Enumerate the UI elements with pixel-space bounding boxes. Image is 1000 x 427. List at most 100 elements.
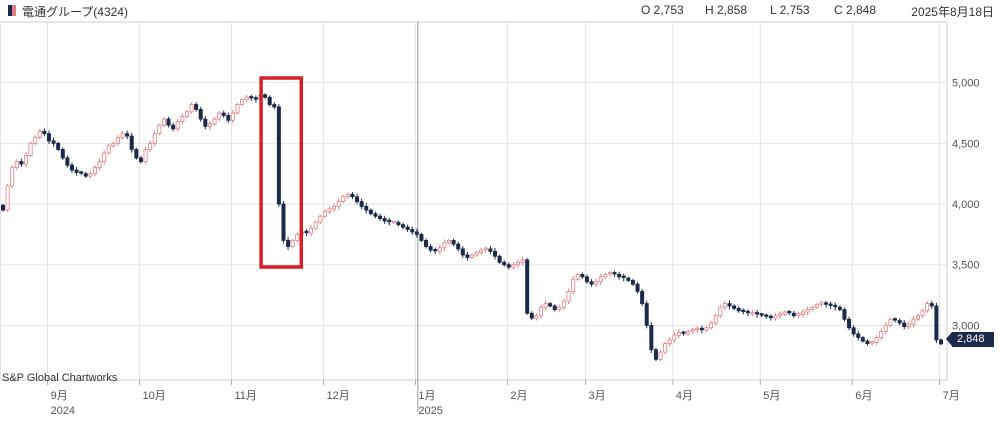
y-tick-label: 3,000 (952, 320, 980, 332)
x-year-label: 2025 (418, 405, 442, 417)
candle-body (396, 221, 401, 226)
candle-body (492, 250, 497, 257)
candle-body (515, 261, 520, 266)
candle-body (690, 329, 695, 332)
candle-body (125, 133, 130, 137)
candle-body (571, 278, 576, 292)
candle-body (617, 274, 622, 278)
candle-body (635, 283, 640, 292)
candle-body (506, 264, 511, 268)
candle-body (194, 104, 199, 110)
candle-body (566, 291, 571, 302)
candle-body (355, 196, 360, 203)
candle-body (442, 242, 447, 249)
candle-body (939, 339, 944, 345)
candle-body (79, 171, 84, 174)
candle-body (138, 157, 143, 162)
candle-body (773, 315, 778, 319)
candle-body (304, 230, 309, 234)
candle-body (548, 303, 553, 307)
candle-body (630, 280, 635, 285)
candle-body (401, 224, 406, 228)
open-value: O 2,753 (641, 3, 684, 17)
candle-body (129, 135, 134, 150)
candle-body (906, 323, 911, 328)
candle-body (469, 254, 474, 258)
candle-body (653, 349, 658, 360)
x-tick-label: 5月 (763, 390, 780, 402)
candle-body (483, 247, 488, 251)
candle-body (699, 327, 704, 331)
candle-body (847, 318, 852, 329)
candle-body (874, 337, 879, 343)
candle-body (175, 121, 180, 130)
candle-body (19, 161, 24, 165)
candle-body (267, 96, 272, 105)
candle-body (10, 167, 15, 187)
candle-body (810, 306, 815, 311)
candle-body (727, 303, 732, 307)
low-value: L 2,753 (770, 3, 810, 17)
candle-body (814, 304, 819, 308)
candle-body (681, 331, 686, 334)
candle-body (212, 118, 217, 125)
candle-body (888, 318, 893, 326)
candle-body (920, 310, 925, 317)
candle-body (221, 112, 226, 116)
candle-body (488, 248, 493, 252)
candle-body (589, 281, 594, 285)
candle-body (359, 201, 364, 207)
candle-body (37, 130, 42, 138)
candle-body (189, 104, 194, 113)
candle-body (865, 340, 870, 344)
stock-title: 電通グループ(4324) (22, 5, 128, 19)
candle-body (148, 142, 153, 150)
candle-body (870, 341, 875, 344)
candle-body (373, 213, 378, 217)
candle-body (33, 136, 38, 144)
candle-body (736, 307, 741, 312)
candle-body (230, 112, 235, 121)
candle-body (594, 281, 599, 285)
candle-body (51, 140, 56, 144)
candle-body (929, 303, 934, 307)
candle-body (860, 337, 865, 342)
candle-body (161, 118, 166, 126)
candle-body (276, 106, 281, 205)
candle-body (745, 310, 750, 314)
candle-body (819, 302, 824, 305)
x-tick-label: 4月 (676, 390, 693, 402)
chart-header: 電通グループ(4324) O 2,753 H 2,858 L 2,753 C 2… (0, 0, 1000, 22)
candle-body (46, 133, 51, 142)
candle-body (447, 240, 452, 244)
candle-body (456, 243, 461, 250)
candle-body (433, 248, 438, 252)
candle-body (612, 272, 617, 275)
candle-body (778, 313, 783, 316)
candle-body (281, 203, 286, 241)
candle-body (796, 313, 801, 316)
candle-body (925, 303, 930, 312)
candle-body (322, 210, 327, 217)
candle-body (23, 155, 28, 165)
candle-body (83, 173, 88, 177)
candle-body (382, 218, 387, 222)
y-tick-label: 5,000 (952, 78, 980, 90)
candle-body (65, 157, 70, 166)
candle-body (414, 231, 419, 235)
candle-body (607, 272, 612, 275)
candle-body (198, 108, 203, 120)
candle-body (709, 322, 714, 329)
candle-body (345, 193, 350, 198)
candle-body (437, 247, 442, 252)
candle-body (14, 161, 19, 169)
candle-body (791, 312, 796, 317)
x-tick-label: 12月 (326, 390, 349, 402)
candle-body (750, 312, 755, 315)
candle-body (235, 104, 240, 114)
candle-body (364, 206, 369, 211)
candle-body (805, 309, 810, 313)
candle-body (741, 309, 746, 312)
candle-body (538, 306, 543, 317)
candle-body (152, 133, 157, 144)
